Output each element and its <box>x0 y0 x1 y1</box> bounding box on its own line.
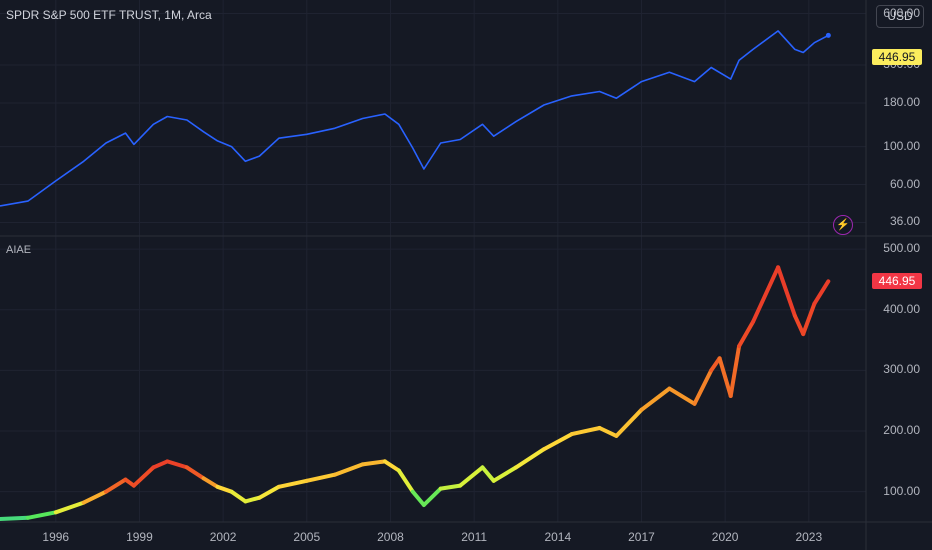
aiae-line-segment[interactable] <box>569 426 602 437</box>
top-price-axis-label: 100.00 <box>883 138 920 153</box>
aiae-line-segment[interactable] <box>692 368 714 406</box>
grid-lines <box>0 0 866 522</box>
aiae-line-segment[interactable] <box>614 407 644 438</box>
aiae-line-segment[interactable] <box>243 495 262 504</box>
aiae-line-segment[interactable] <box>458 465 485 488</box>
aiae-line-segment[interactable] <box>0 515 30 521</box>
time-axis-label: 1996 <box>42 530 70 544</box>
bottom-price-axis-label: 100.00 <box>883 483 920 498</box>
aiae-line-segment[interactable] <box>639 386 672 412</box>
time-axis-label: 2017 <box>628 530 655 544</box>
aiae-line-segment[interactable] <box>53 500 86 515</box>
aiae-line-segment[interactable] <box>382 459 401 473</box>
aiae-line-segment[interactable] <box>717 356 733 398</box>
aiae-line-segment[interactable] <box>792 313 806 336</box>
bottom-price-axis-label: 300.00 <box>883 362 920 377</box>
top-price-axis-label: 36.00 <box>889 214 920 229</box>
aiae-line-segment[interactable] <box>541 432 574 452</box>
spy-price-line[interactable] <box>0 30 829 207</box>
top-price-axis-label: 60.00 <box>889 176 920 191</box>
time-axis-label: 2023 <box>795 530 823 544</box>
aiae-line-segment[interactable] <box>410 489 426 507</box>
time-axis-label: 2002 <box>209 530 237 544</box>
top-price-axis-label: 600.00 <box>883 5 920 20</box>
aiae-line-segment[interactable] <box>151 459 170 470</box>
lightning-bolt-icon[interactable]: ⚡ <box>833 215 853 235</box>
aiae-line-segment[interactable] <box>396 468 415 494</box>
aiae-line-segment[interactable] <box>491 465 518 483</box>
aiae-line-segment[interactable] <box>421 486 443 507</box>
aiae-line-segment[interactable] <box>438 483 463 491</box>
aiae-line-segment[interactable] <box>597 426 619 438</box>
aiae-line-segment[interactable] <box>728 344 742 398</box>
aiae-line-segment[interactable] <box>201 476 220 489</box>
aiae-line-segment[interactable] <box>131 465 156 488</box>
aiae-line-segment[interactable] <box>304 472 337 483</box>
aiae-line-segment[interactable] <box>257 484 281 500</box>
time-axis-label: 1999 <box>126 530 153 544</box>
aiae-line-segment[interactable] <box>360 459 387 467</box>
aiae-line-segment[interactable] <box>812 279 831 306</box>
top-price-axis-label: 180.00 <box>883 94 920 109</box>
bottom-price-axis-label: 200.00 <box>883 423 920 438</box>
time-axis-label: 2011 <box>461 530 488 544</box>
aiae-line-segment[interactable] <box>751 265 781 324</box>
aiae-line-segment[interactable] <box>514 447 546 470</box>
aiae-line-segment[interactable] <box>81 489 108 505</box>
aiae-line-segment[interactable] <box>480 465 496 483</box>
indicator-label[interactable]: AIAE <box>6 244 32 256</box>
aiae-line-segment[interactable] <box>104 477 128 494</box>
aiae-line-segment[interactable] <box>737 319 755 349</box>
last-price-badge-top: 446.95 <box>872 49 922 65</box>
time-axis-label: 2014 <box>544 530 572 544</box>
spy-price-series <box>0 30 831 207</box>
currency-button[interactable]: USD <box>876 5 924 28</box>
bottom-price-axis-label: 400.00 <box>883 301 920 316</box>
time-axis-label: 2008 <box>377 530 404 544</box>
aiae-line-segment[interactable] <box>332 462 365 477</box>
aiae-line-segment[interactable] <box>276 478 309 489</box>
aiae-line-segment[interactable] <box>667 386 697 406</box>
aiae-line-segment[interactable] <box>215 484 234 494</box>
time-axis-label: 2020 <box>711 530 739 544</box>
aiae-line-segment[interactable] <box>165 459 189 470</box>
last-price-dot <box>825 32 831 38</box>
bottom-price-axis-label: 500.00 <box>883 241 920 256</box>
last-price-badge-bottom: 446.95 <box>872 273 922 289</box>
aiae-line-segment[interactable] <box>229 489 248 504</box>
time-axis-label: 2005 <box>293 530 321 544</box>
aiae-line-segment[interactable] <box>184 465 206 481</box>
aiae-line-segment[interactable] <box>776 265 797 318</box>
aiae-line-segment[interactable] <box>801 301 817 336</box>
aiae-series <box>0 265 831 521</box>
aiae-line-segment[interactable] <box>25 510 58 520</box>
symbol-title[interactable]: SPDR S&P 500 ETF TRUST, 1M, Arca <box>6 8 212 22</box>
